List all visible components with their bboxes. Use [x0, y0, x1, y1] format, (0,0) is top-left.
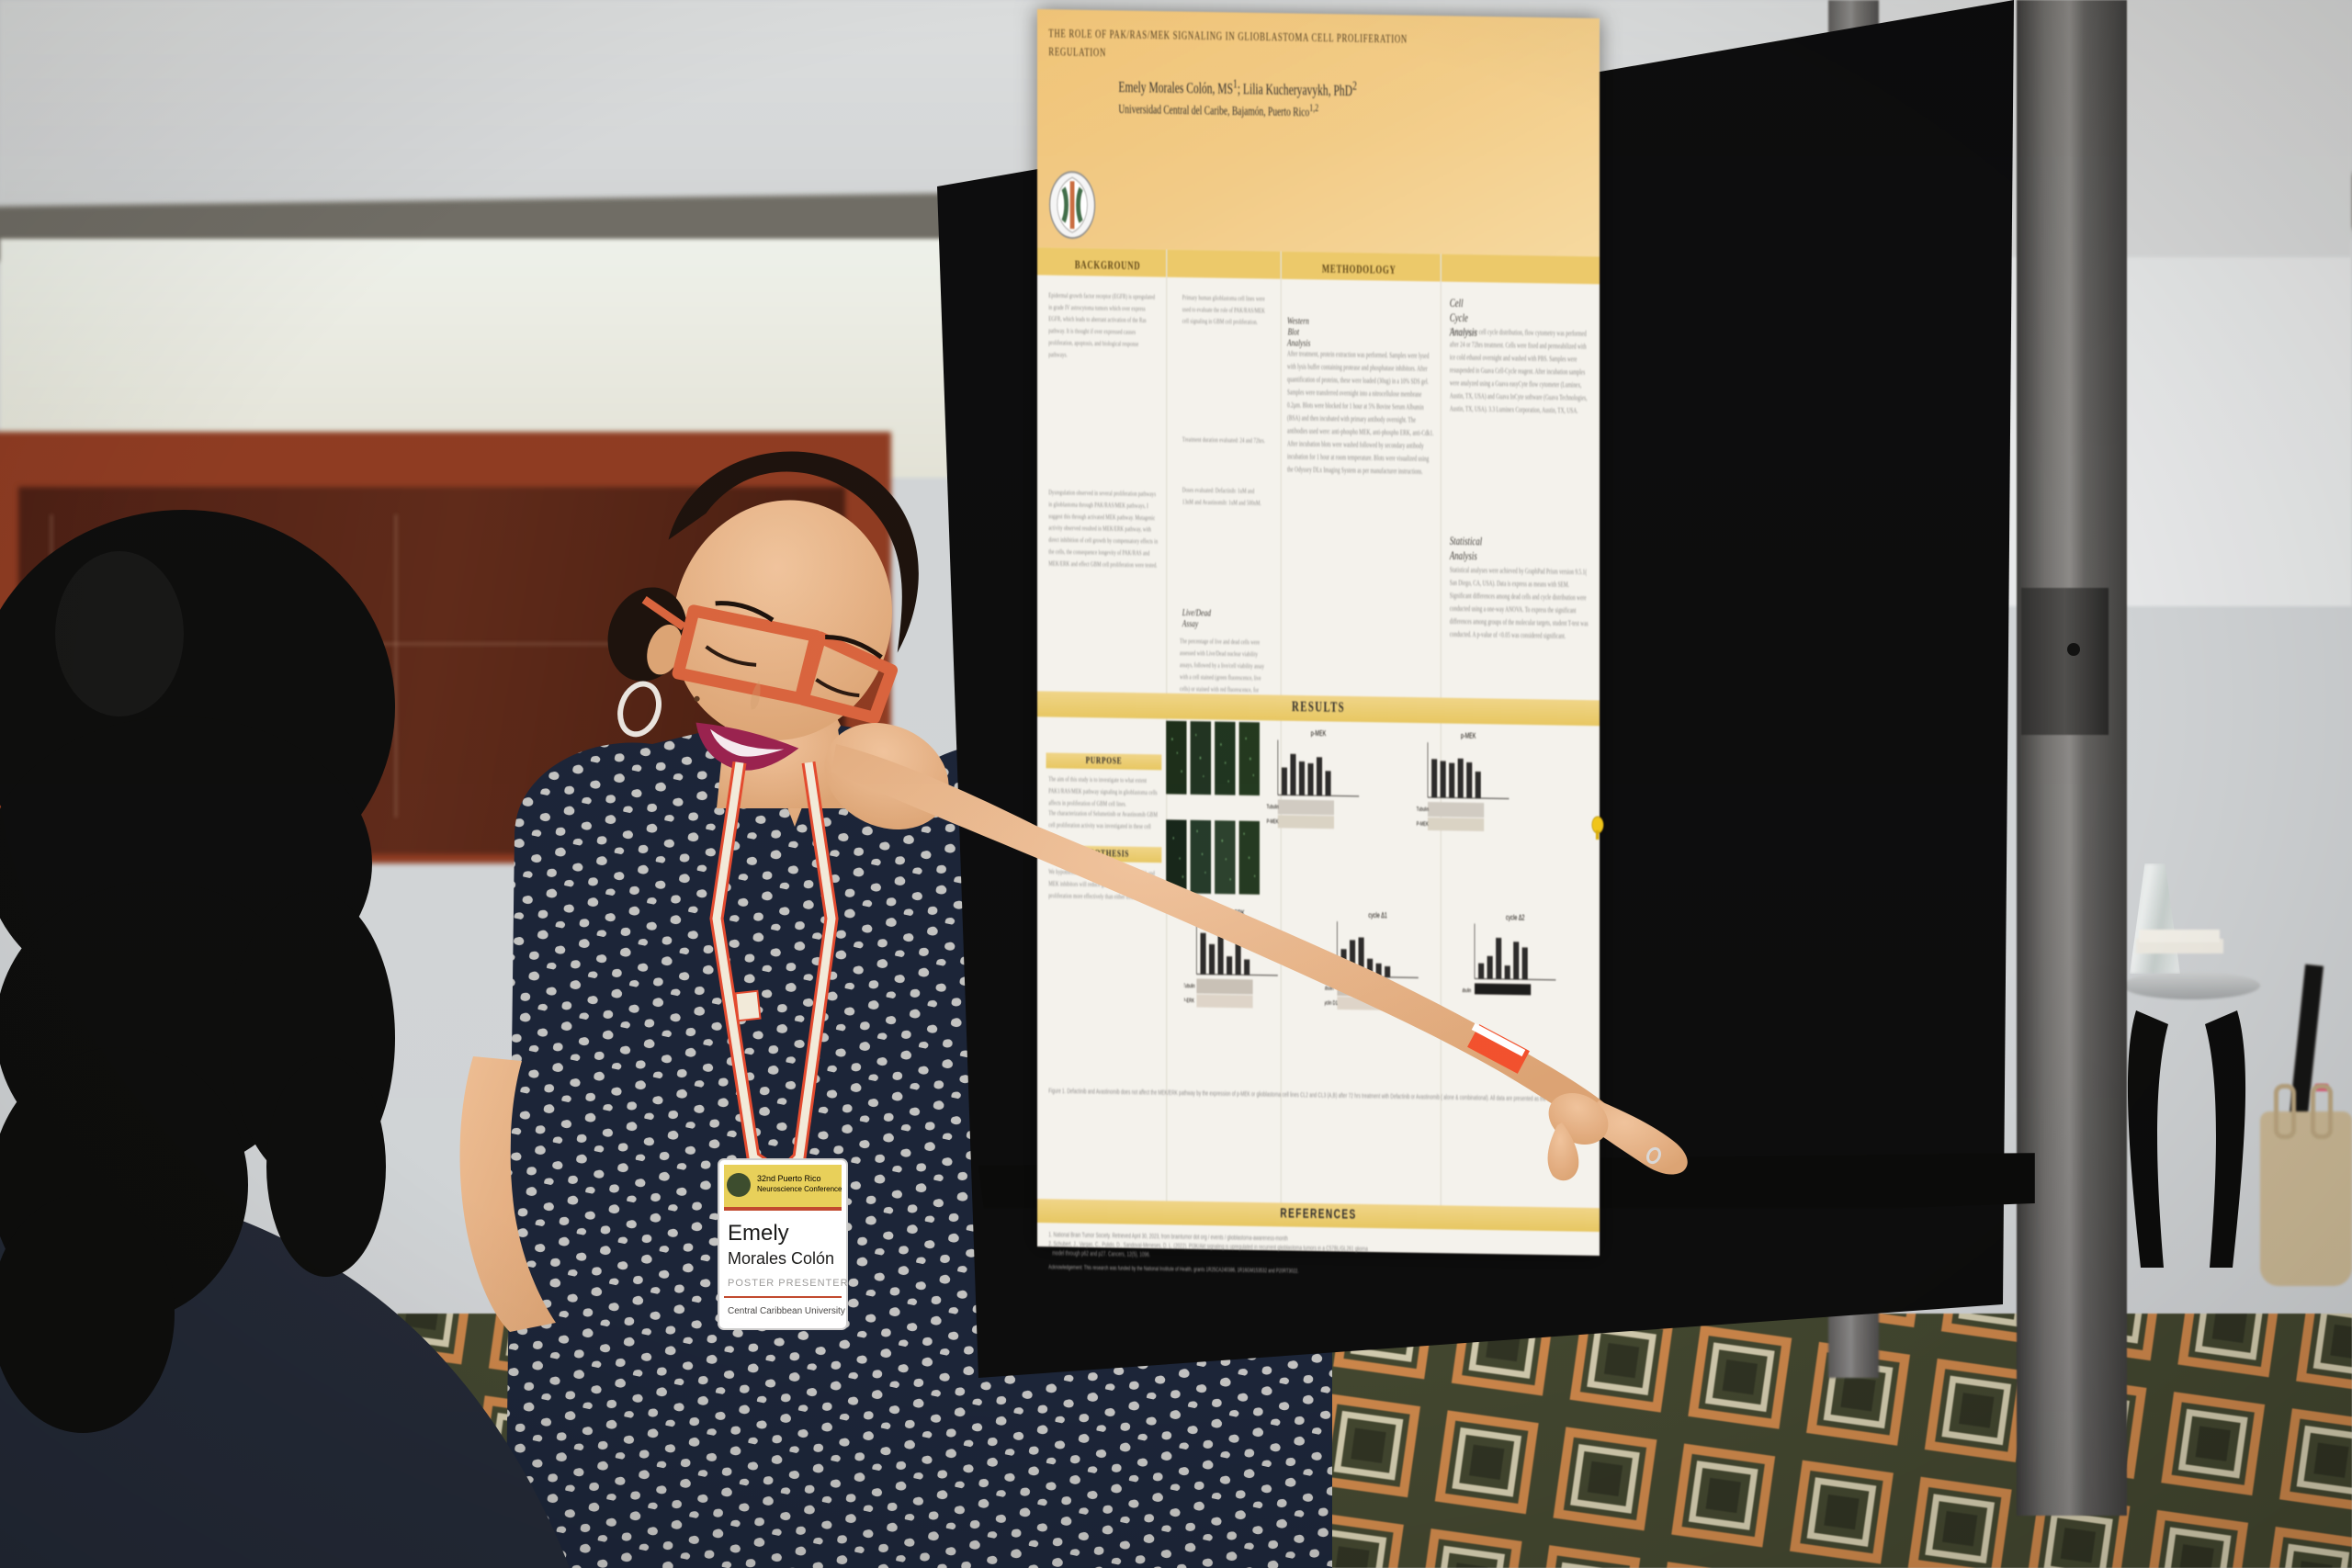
svg-text:POSTER PRESENTER: POSTER PRESENTER — [728, 1278, 849, 1289]
svg-text:Tubulin: Tubulin — [1417, 807, 1429, 813]
svg-text:P-MEK: P-MEK — [1267, 818, 1279, 825]
svg-text:Tubulin: Tubulin — [1267, 804, 1279, 810]
svg-text:p-ERK: p-ERK — [1230, 909, 1245, 917]
svg-text:Morales Colón: Morales Colón — [728, 1249, 834, 1268]
svg-text:Neuroscience Conference: Neuroscience Conference — [757, 1185, 842, 1193]
svg-text:p-MEK: p-MEK — [1461, 733, 1476, 740]
svg-text:cycle Δ1: cycle Δ1 — [1368, 912, 1387, 920]
svg-text:Cyclin D1: Cyclin D1 — [1325, 1000, 1338, 1007]
svg-text:cycle Δ2: cycle Δ2 — [1506, 914, 1525, 922]
svg-text:Tubulin: Tubulin — [1462, 987, 1471, 994]
svg-text:Central Caribbean University: Central Caribbean University — [728, 1306, 845, 1316]
svg-text:Tubulin: Tubulin — [1325, 986, 1334, 992]
svg-text:Tubulin: Tubulin — [1184, 984, 1195, 990]
svg-text:P-MEK: P-MEK — [1417, 821, 1429, 828]
svg-text:32nd Puerto Rico: 32nd Puerto Rico — [757, 1174, 821, 1183]
svg-text:Emely: Emely — [728, 1221, 789, 1246]
svg-text:p-MEK: p-MEK — [1311, 730, 1327, 738]
svg-text:P-ERK: P-ERK — [1184, 998, 1195, 1005]
